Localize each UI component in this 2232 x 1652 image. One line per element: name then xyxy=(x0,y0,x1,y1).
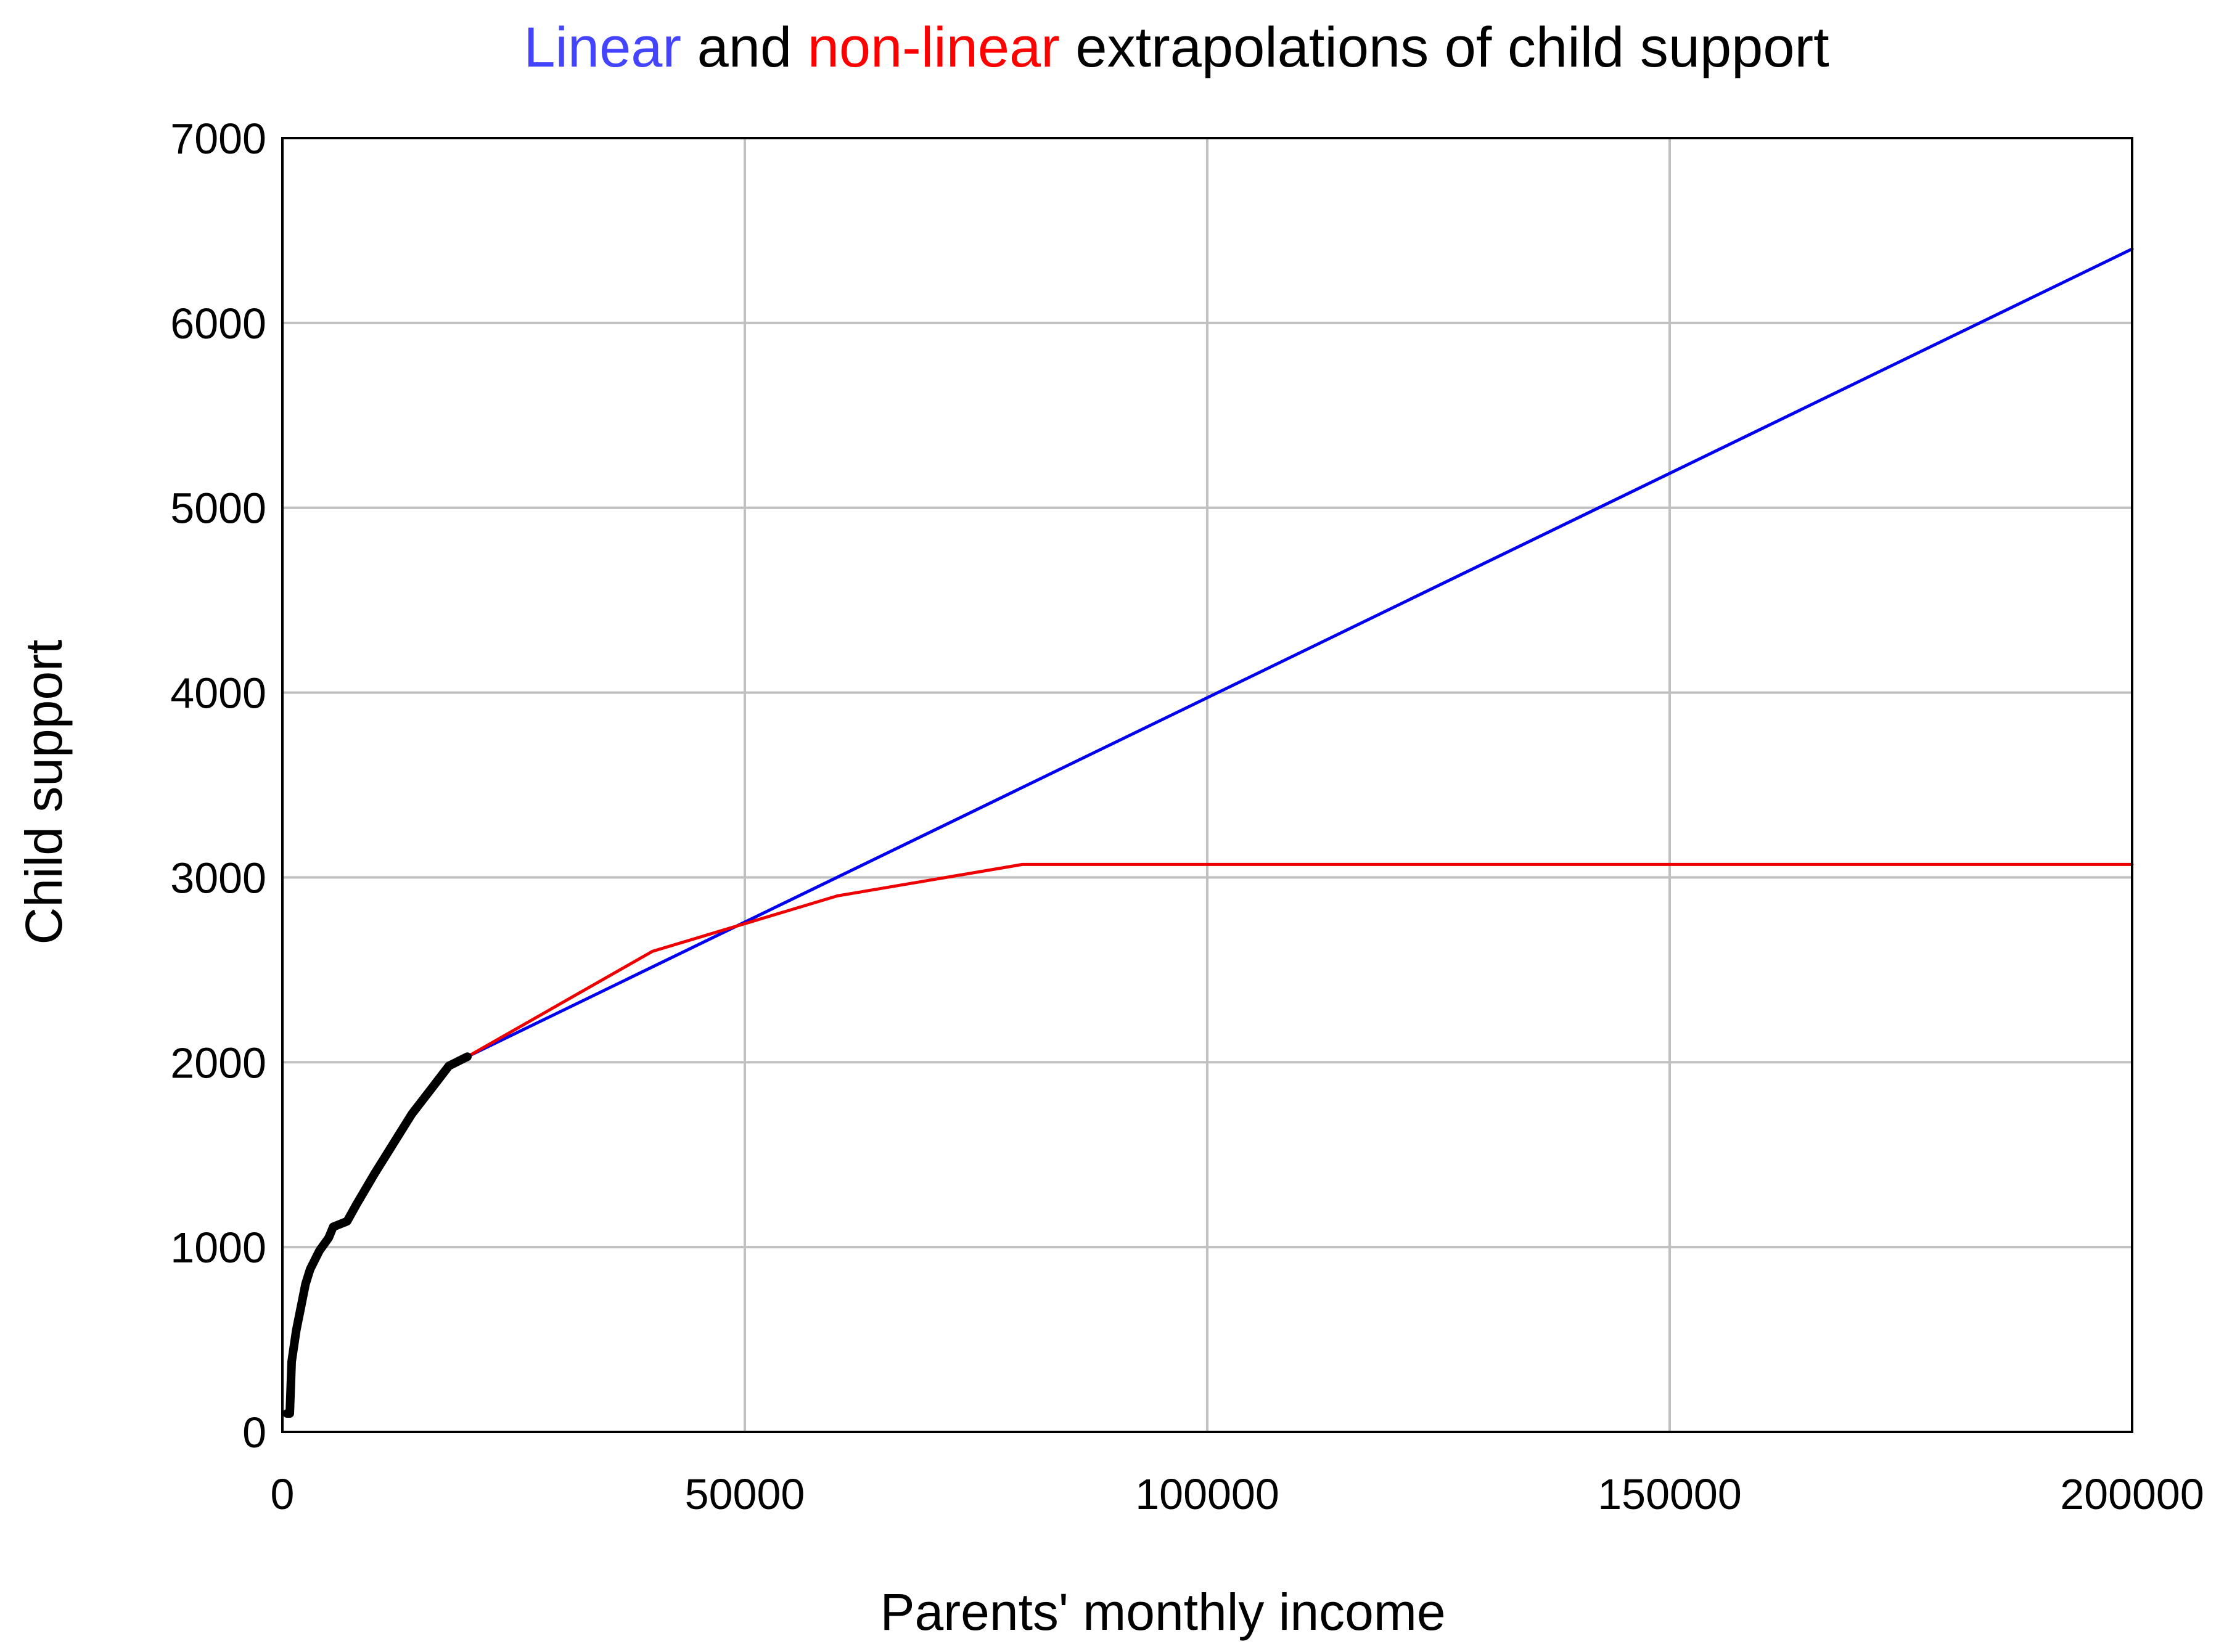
grid-lines xyxy=(282,138,2132,1432)
title-linear: Linear xyxy=(523,16,681,79)
y-tick-labels: 0 1000 2000 3000 4000 5000 6000 7000 xyxy=(170,115,266,1457)
y-tick-label: 3000 xyxy=(170,854,266,902)
x-tick-label: 150000 xyxy=(1598,1470,1742,1518)
plot-frame xyxy=(281,137,2133,1433)
x-tick-label: 50000 xyxy=(685,1470,805,1518)
y-tick-label: 1000 xyxy=(170,1224,266,1272)
y-tick-label: 0 xyxy=(242,1409,266,1457)
chart-title: Linear and non-linear extrapolations of … xyxy=(523,16,1829,79)
x-axis-label: Parents' monthly income xyxy=(880,1583,1445,1641)
series-lines xyxy=(282,247,2134,1418)
series-line-1 xyxy=(466,862,2134,1058)
x-tick-label: 100000 xyxy=(1135,1470,1279,1518)
y-axis-label: Child support xyxy=(15,640,73,945)
y-tick-label: 7000 xyxy=(170,115,266,163)
title-rest: extrapolations of child support xyxy=(1060,16,1829,79)
series-line-2 xyxy=(282,1052,472,1418)
title-nonlinear: non-linear xyxy=(808,16,1060,79)
y-tick-label: 4000 xyxy=(170,669,266,718)
y-tick-label: 5000 xyxy=(170,485,266,533)
x-tick-label: 0 xyxy=(271,1470,295,1518)
x-tick-labels: 0 50000 100000 150000 200000 xyxy=(271,1470,2204,1518)
title-and: and xyxy=(681,16,808,79)
y-tick-label: 6000 xyxy=(170,300,266,348)
x-tick-label: 200000 xyxy=(2060,1470,2204,1518)
y-tick-label: 2000 xyxy=(170,1039,266,1087)
